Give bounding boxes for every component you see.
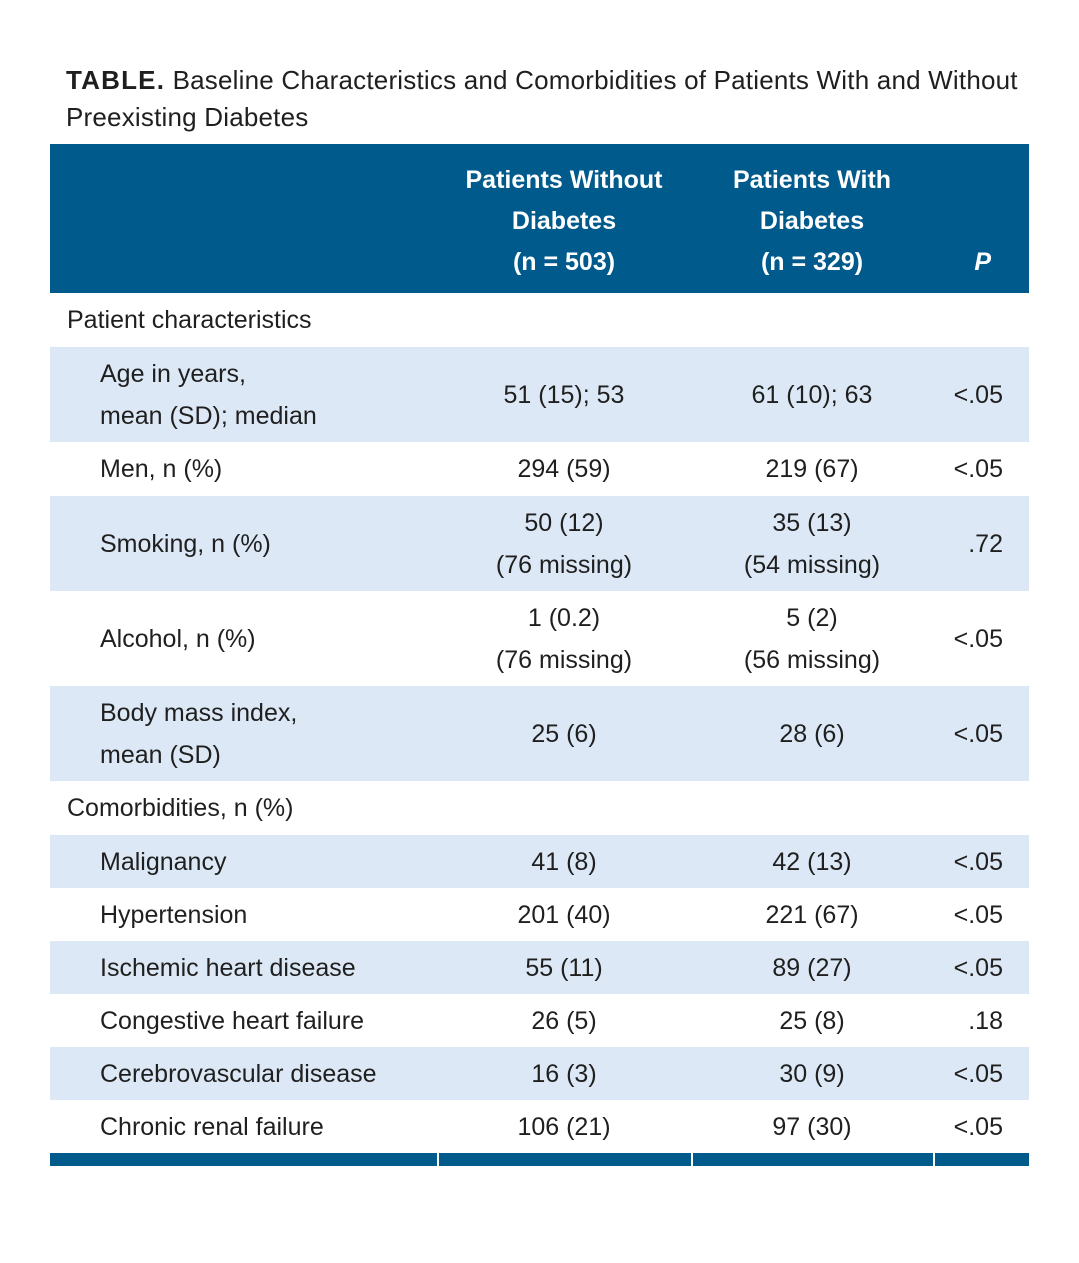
table-row: Alcohol, n (%) 1 (0.2) (76 missing) 5 (2) (5… — [50, 591, 1029, 686]
caption-text: Baseline Characteristics and Comorbiditi… — [66, 65, 1018, 132]
value-with-diabetes: 30 (9) — [691, 1047, 933, 1100]
caption-label: TABLE. — [66, 65, 166, 95]
p-value: .18 — [968, 1006, 1003, 1035]
value-without-diabetes: 201 (40) — [517, 900, 611, 929]
value-without-diabetes: 55 (11) — [437, 941, 691, 994]
row-label: Malignancy — [50, 835, 437, 888]
value-without-diabetes: 106 (21) — [517, 1112, 611, 1141]
value-with-diabetes: 35 (13) (54 missing) — [691, 496, 933, 591]
p-value: <.05 — [933, 686, 1029, 781]
p-value: <.05 — [933, 347, 1029, 442]
table-row: Congestive heart failure 26 (5) 25 (8) .18 — [50, 994, 1029, 1047]
row-label: Congestive heart failure — [100, 1006, 365, 1035]
p-value: .72 — [933, 496, 1029, 591]
row-label: Cerebrovascular disease — [50, 1047, 437, 1100]
row-label: Age in years, mean (SD); median — [50, 347, 437, 442]
value-with-diabetes: 25 (8) — [779, 1006, 845, 1035]
p-value: <.05 — [953, 624, 1003, 653]
p-value: <.05 — [933, 941, 1029, 994]
table-caption: TABLE. Baseline Characteristics and Como… — [66, 62, 1029, 136]
value-with-diabetes: 219 (67) — [765, 455, 859, 483]
header-with-diabetes: Patients With Diabetes (n = 329) — [691, 144, 933, 293]
table-row: Chronic renal failure 106 (21) 97 (30) <.05 — [50, 1100, 1029, 1153]
value-without-diabetes: 1 (0.2) (76 missing) — [495, 603, 633, 674]
row-label: Chronic renal failure — [100, 1112, 324, 1141]
value-with-diabetes: 5 (2) (56 missing) — [743, 603, 881, 674]
value-with-diabetes: 221 (67) — [765, 900, 859, 929]
table-row: Malignancy 41 (8) 42 (13) <.05 — [50, 835, 1029, 888]
value-without-diabetes: 41 (8) — [437, 835, 691, 888]
row-label: Hypertension — [100, 900, 248, 929]
header-without-diabetes: Patients Without Diabetes (n = 503) — [437, 144, 691, 293]
value-with-diabetes: 28 (6) — [691, 686, 933, 781]
table-row: Smoking, n (%) 50 (12) (76 missing) 35 (13)… — [50, 496, 1029, 591]
p-value: <.05 — [933, 835, 1029, 888]
section-row: Comorbidities, n (%) — [50, 781, 1029, 835]
row-label: Body mass index, mean (SD) — [50, 686, 437, 781]
row-label: Men, n (%) — [100, 455, 223, 483]
table-row: Cerebrovascular disease 16 (3) 30 (9) <.05 — [50, 1047, 1029, 1100]
value-without-diabetes: 16 (3) — [437, 1047, 691, 1100]
section-title: Comorbidities, n (%) — [67, 794, 294, 822]
table-row: Hypertension 201 (40) 221 (67) <.05 — [50, 888, 1029, 941]
header-row: Patients Without Diabetes (n = 503) Pati… — [50, 144, 1029, 293]
table-bottom-rule — [50, 1153, 1029, 1166]
table-row: Ischemic heart disease 55 (11) 89 (27) <.05 — [50, 941, 1029, 994]
row-label: Smoking, n (%) — [50, 496, 437, 591]
value-with-diabetes: 61 (10); 63 — [691, 347, 933, 442]
value-with-diabetes: 89 (27) — [691, 941, 933, 994]
row-label: Ischemic heart disease — [50, 941, 437, 994]
section-row: Patient characteristics — [50, 293, 1029, 347]
baseline-table: Patients Without Diabetes (n = 503) Pati… — [50, 144, 1029, 1153]
p-value: <.05 — [933, 1047, 1029, 1100]
table-figure: TABLE. Baseline Characteristics and Como… — [50, 62, 1029, 1166]
value-with-diabetes: 42 (13) — [691, 835, 933, 888]
value-without-diabetes: 25 (6) — [437, 686, 691, 781]
p-value: <.05 — [953, 1112, 1003, 1141]
value-with-diabetes: 97 (30) — [772, 1112, 852, 1141]
table-row: Men, n (%) 294 (59) 219 (67) <.05 — [50, 442, 1029, 496]
table-row: Body mass index, mean (SD) 25 (6) 28 (6) <.0… — [50, 686, 1029, 781]
value-without-diabetes: 50 (12) (76 missing) — [437, 496, 691, 591]
p-value: <.05 — [953, 455, 1003, 483]
value-without-diabetes: 26 (5) — [531, 1006, 597, 1035]
header-p-value: P — [933, 144, 1029, 293]
value-without-diabetes: 294 (59) — [517, 455, 611, 483]
value-without-diabetes: 51 (15); 53 — [437, 347, 691, 442]
row-label: Alcohol, n (%) — [100, 624, 256, 653]
table-row: Age in years, mean (SD); median 51 (15); 5… — [50, 347, 1029, 442]
header-label-col — [50, 144, 437, 293]
p-value: <.05 — [953, 900, 1003, 929]
section-title: Patient characteristics — [67, 306, 312, 334]
